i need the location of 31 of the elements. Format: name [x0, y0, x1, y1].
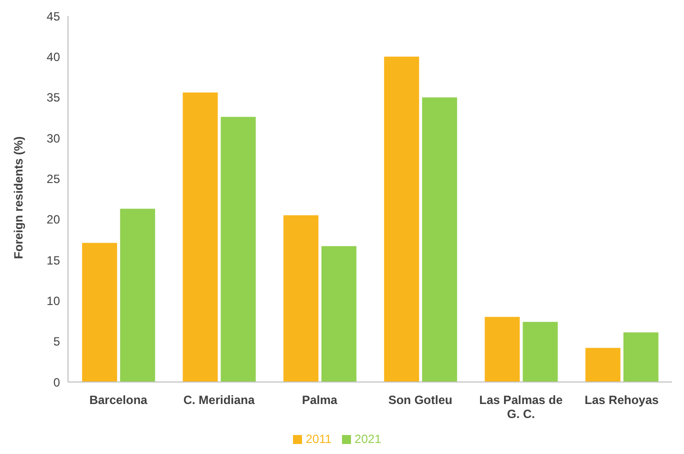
x-tick-label: Son Gotleu — [388, 393, 452, 407]
legend-label: 2011 — [306, 432, 332, 446]
y-tick-label: 0 — [53, 375, 60, 390]
bar — [623, 332, 658, 382]
x-tick-label: Barcelona — [89, 393, 148, 407]
bar — [522, 322, 558, 382]
x-tick-label: Las Palmas de G. C. — [479, 393, 564, 421]
x-tick-label: Las Rehoyas — [584, 393, 660, 407]
y-tick-label: 25 — [46, 172, 60, 186]
x-tick-label: C. Meridiana — [183, 393, 255, 407]
bar — [484, 316, 520, 382]
y-tick-label: 30 — [46, 131, 60, 146]
bar — [585, 348, 620, 382]
bar — [422, 97, 458, 382]
y-axis-title: Foreign residents (%) — [11, 136, 26, 259]
x-tick-label: Palma — [302, 393, 338, 407]
y-tick-label: 45 — [46, 9, 60, 24]
bar — [321, 246, 356, 382]
bar — [120, 208, 156, 382]
y-tick-label: 35 — [46, 90, 60, 105]
bar — [283, 215, 318, 382]
bar — [384, 56, 420, 382]
y-tick-label: 10 — [46, 294, 60, 308]
y-tick-label: 40 — [46, 50, 60, 64]
bar — [220, 116, 256, 382]
bar — [82, 242, 118, 382]
y-tick-label: 15 — [46, 253, 60, 268]
legend-label: 2021 — [354, 432, 382, 446]
y-tick-label: 5 — [53, 334, 60, 349]
bar — [182, 92, 218, 382]
y-tick-label: 20 — [46, 212, 60, 227]
